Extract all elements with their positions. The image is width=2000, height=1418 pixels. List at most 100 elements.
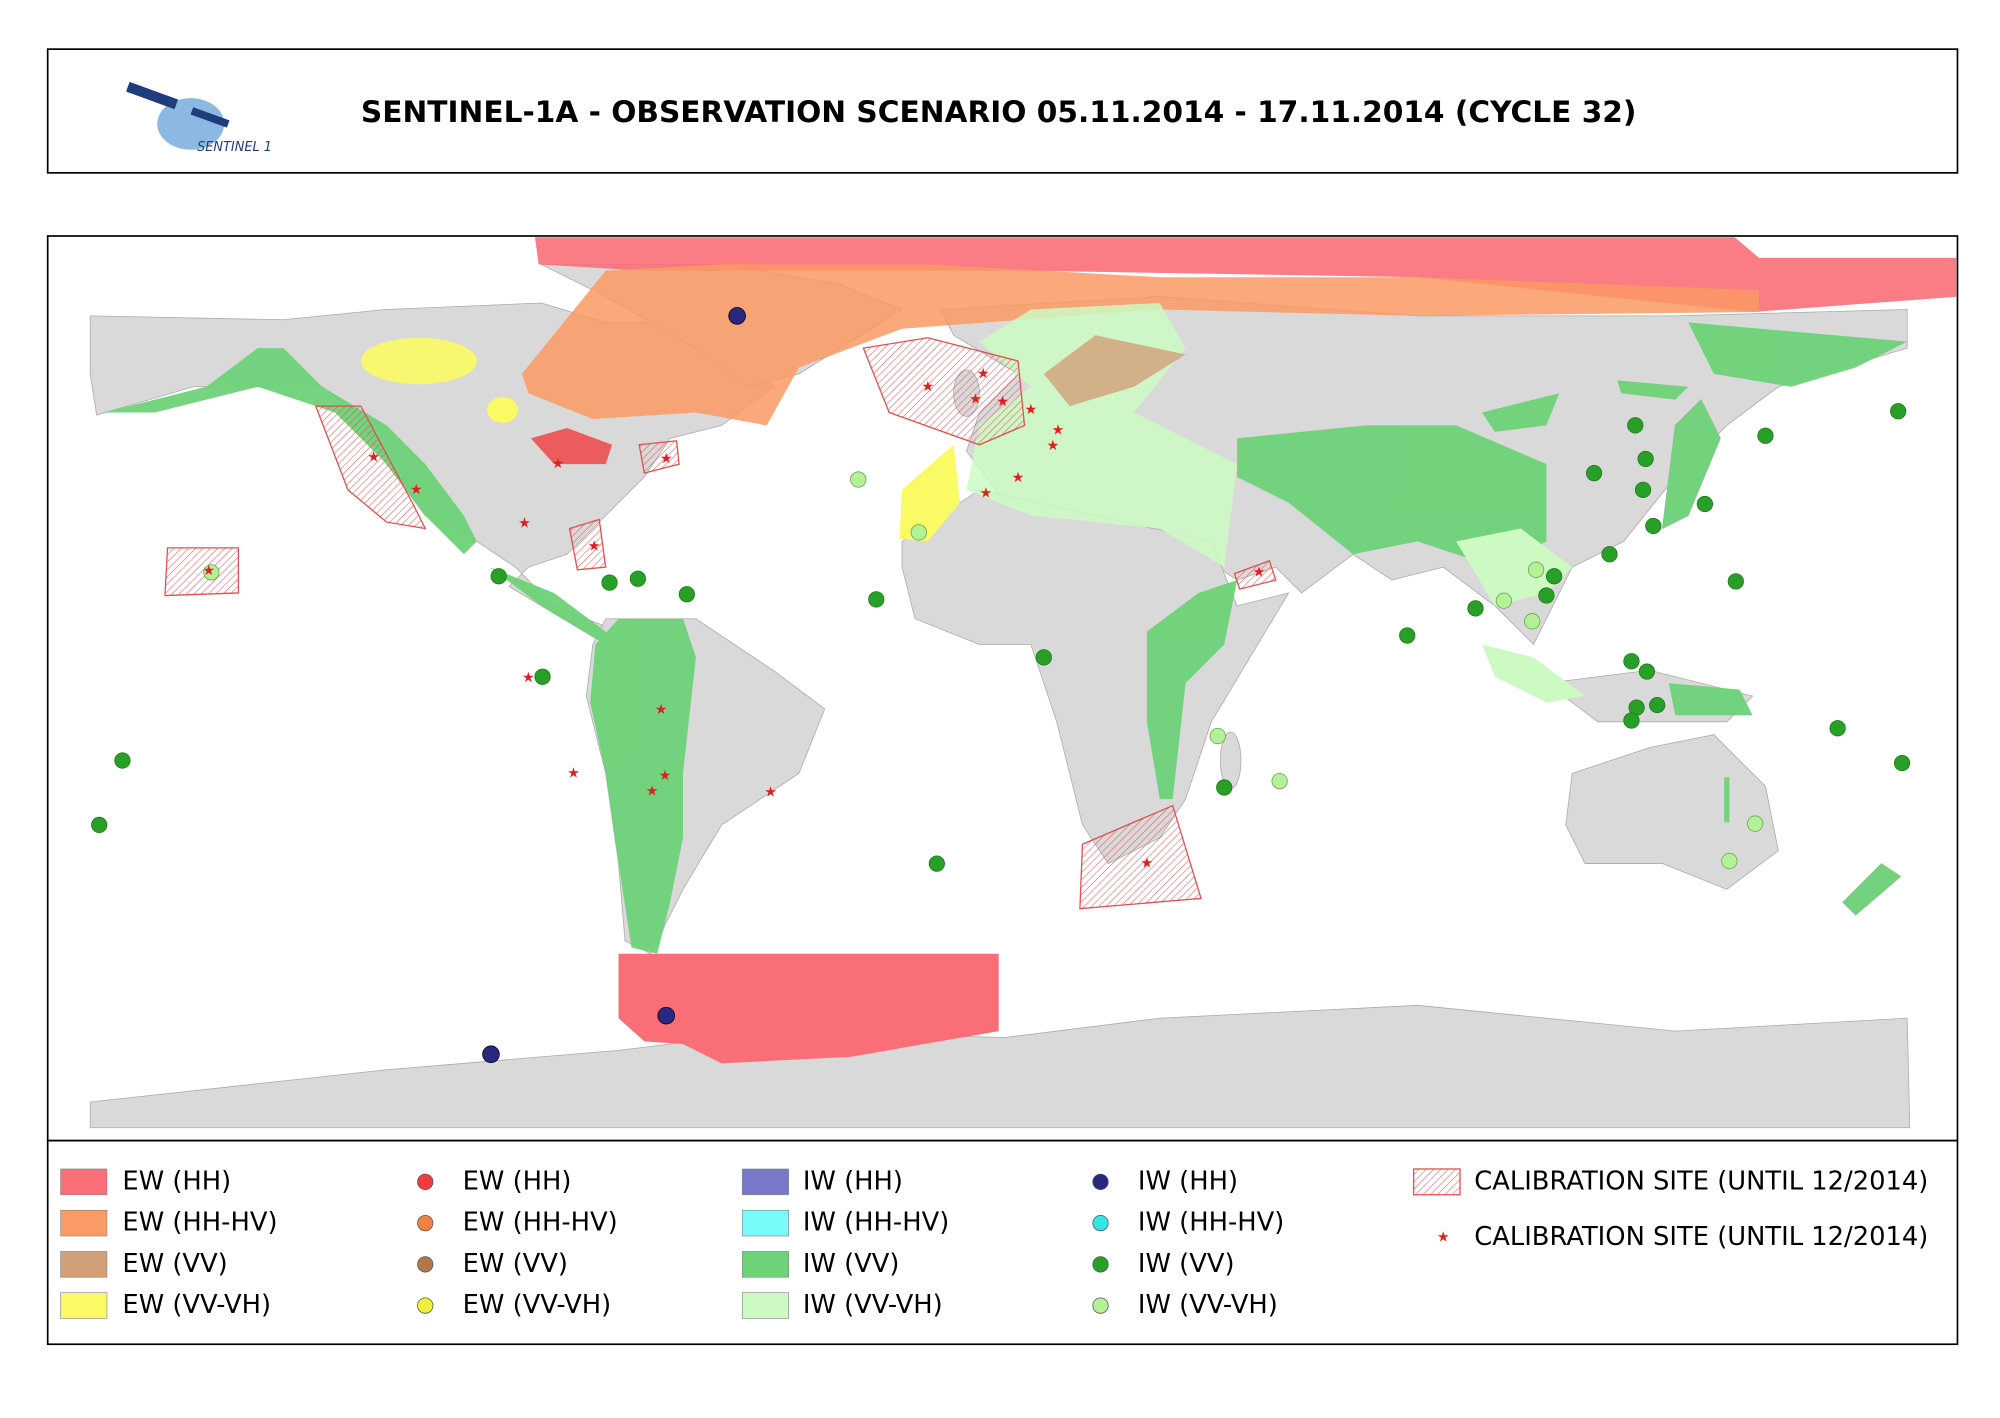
iw-vv-vh-point bbox=[1747, 815, 1764, 832]
title: SENTINEL-1A - OBSERVATION SCENARIO 05.11… bbox=[361, 94, 1637, 129]
legend-dot bbox=[1092, 1256, 1109, 1273]
calibration-star: ★ bbox=[764, 785, 777, 801]
observation-points: ★★★ ★ ★★★★★★★★ ★★★★★★★ ★★ ★★★ bbox=[91, 307, 1911, 1064]
calibration-areas bbox=[164, 337, 1277, 910]
legend-dot bbox=[1092, 1214, 1109, 1232]
iw-vv-point bbox=[868, 591, 885, 608]
calibration-star: ★ bbox=[921, 379, 934, 395]
legend-swatch bbox=[741, 1292, 789, 1319]
legend-label: IW (VV) bbox=[1138, 1249, 1235, 1279]
legend-swatch bbox=[741, 1251, 789, 1278]
iw-vv-point bbox=[1538, 587, 1555, 604]
calibration-star: ★ bbox=[969, 392, 982, 408]
legend-label: IW (VV-VH) bbox=[1138, 1290, 1278, 1320]
legend-label: EW (VV-VH) bbox=[122, 1290, 271, 1320]
legend-star: ★ bbox=[1437, 1229, 1450, 1245]
legend-label: EW (VV) bbox=[122, 1249, 227, 1279]
calibration-star: ★ bbox=[977, 366, 990, 382]
calibration-star: ★ bbox=[522, 670, 535, 686]
legend-label: IW (HH-HV) bbox=[803, 1208, 949, 1238]
calibration-star: ★ bbox=[979, 486, 992, 502]
iw-vv-point bbox=[1727, 573, 1744, 590]
calibration-star: ★ bbox=[1012, 470, 1025, 486]
iw-vv-point bbox=[1829, 720, 1846, 737]
calibration-star: ★ bbox=[1046, 438, 1059, 454]
iw-vv-point bbox=[1601, 546, 1618, 563]
calibration-star: ★ bbox=[367, 450, 380, 466]
iw-vv-vh-point bbox=[1721, 852, 1738, 870]
legend-label: IW (HH) bbox=[1138, 1166, 1238, 1196]
calibration-star: ★ bbox=[660, 451, 673, 467]
iw-vv-point bbox=[1638, 663, 1656, 680]
legend-label: EW (HH) bbox=[463, 1166, 572, 1196]
iw-vv-point bbox=[1645, 517, 1662, 535]
legend-label: EW (HH-HV) bbox=[463, 1208, 618, 1238]
header-box bbox=[46, 48, 1959, 174]
legend-swatch bbox=[1413, 1168, 1461, 1196]
iw-vv-point bbox=[928, 855, 945, 872]
iw-hh-point bbox=[482, 1045, 500, 1064]
logo-text: SENTINEL 1 bbox=[197, 140, 272, 155]
iw-vv-point bbox=[1890, 403, 1907, 420]
iw-vv-point bbox=[1467, 600, 1484, 617]
legend-label: EW (VV) bbox=[463, 1249, 568, 1279]
iw-vv-point bbox=[1637, 450, 1654, 468]
iw-hh-point bbox=[728, 307, 746, 325]
legend-label: IW (HH) bbox=[803, 1166, 903, 1196]
calibration-star: ★ bbox=[1141, 856, 1154, 872]
map: ★★★ ★ ★★★★★★★★ ★★★★★★★ ★★ ★★★ bbox=[89, 237, 1957, 1129]
legend-label: EW (HH-HV) bbox=[122, 1208, 277, 1238]
iw-vv-point bbox=[1623, 712, 1640, 729]
calibration-star: ★ bbox=[1052, 423, 1065, 439]
iw-vv-vh-point bbox=[1271, 772, 1288, 790]
legend: EW (HH) EW (HH-HV) EW (VV) EW (VV-VH) EW (HH… bbox=[60, 1166, 1928, 1320]
legend-swatch bbox=[60, 1168, 108, 1196]
iw-vv-vh-point bbox=[1527, 561, 1545, 578]
iw-vv-point bbox=[534, 668, 551, 685]
iw-vv-point bbox=[1696, 495, 1714, 513]
legend-swatch bbox=[60, 1251, 108, 1278]
legend-label: IW (VV-VH) bbox=[803, 1290, 943, 1320]
calibration-star: ★ bbox=[588, 539, 601, 555]
legend-swatch bbox=[60, 1209, 108, 1237]
iw-vv-point bbox=[1893, 754, 1911, 772]
legend-label: CALIBRATION SITE (UNTIL 12/2014) bbox=[1474, 1166, 1928, 1196]
calibration-star: ★ bbox=[655, 702, 668, 718]
legend-dot bbox=[1092, 1173, 1109, 1190]
iw-vv-point bbox=[1649, 696, 1666, 714]
legend-dot bbox=[417, 1173, 434, 1190]
legend-swatch bbox=[741, 1168, 789, 1196]
legend-swatch bbox=[60, 1292, 108, 1319]
legend-label: CALIBRATION SITE (UNTIL 12/2014) bbox=[1474, 1222, 1928, 1252]
calibration-star: ★ bbox=[567, 765, 580, 781]
calibration-star: ★ bbox=[202, 563, 215, 579]
coverage-areas bbox=[103, 237, 1957, 1064]
calibration-star: ★ bbox=[996, 394, 1009, 410]
iw-vv-point bbox=[1399, 627, 1416, 644]
iw-vv-point bbox=[1623, 653, 1640, 670]
calibration-star: ★ bbox=[659, 768, 672, 784]
iw-vv-point bbox=[1216, 779, 1233, 796]
logo: SENTINEL 1 bbox=[126, 81, 272, 155]
iw-vv-point bbox=[678, 586, 695, 603]
legend-dot bbox=[1092, 1297, 1109, 1314]
calibration-star: ★ bbox=[518, 515, 531, 531]
legend-label: EW (HH) bbox=[122, 1166, 231, 1196]
calibration-star: ★ bbox=[1253, 564, 1266, 580]
iw-vv-point bbox=[1757, 427, 1774, 444]
iw-vv-vh-point bbox=[1209, 727, 1226, 745]
calibration-star: ★ bbox=[646, 783, 659, 799]
iw-vv-point bbox=[1585, 464, 1603, 482]
legend-dot bbox=[417, 1256, 434, 1273]
iw-hh-point bbox=[657, 1006, 676, 1025]
legend-swatch bbox=[741, 1209, 789, 1237]
iw-vv-vh-point bbox=[850, 471, 867, 488]
iw-vv-point bbox=[1546, 568, 1563, 585]
iw-vv-vh-point bbox=[203, 564, 220, 581]
iw-vv-point bbox=[1627, 417, 1644, 434]
iw-vv-point bbox=[601, 574, 618, 591]
iw-vv-vh-point bbox=[1495, 592, 1512, 609]
iw-vv-point bbox=[490, 568, 507, 585]
